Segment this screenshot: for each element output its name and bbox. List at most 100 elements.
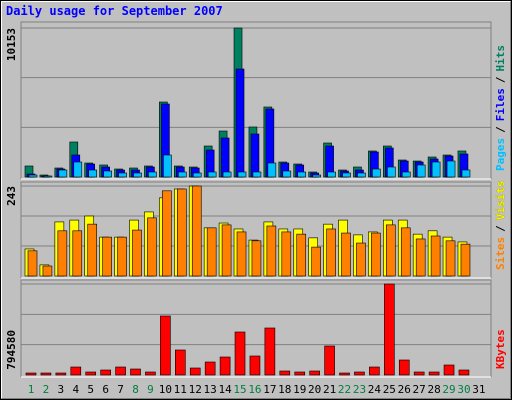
x-tick-label: 28 bbox=[427, 383, 440, 396]
chart-title: Daily usage for September 2007 bbox=[6, 4, 223, 18]
bar bbox=[25, 372, 37, 376]
bar bbox=[72, 230, 83, 277]
bar bbox=[103, 170, 112, 178]
bar bbox=[145, 371, 156, 376]
bar bbox=[342, 172, 351, 178]
bar bbox=[85, 371, 97, 376]
x-tick-label: 30 bbox=[457, 383, 470, 396]
legend-entry: Visits bbox=[494, 181, 507, 221]
legend-separator: / bbox=[494, 225, 507, 232]
bar bbox=[87, 223, 98, 277]
bar bbox=[234, 331, 246, 376]
bar bbox=[133, 172, 142, 178]
bar bbox=[28, 174, 38, 178]
bar bbox=[57, 230, 68, 277]
x-tick-label: 7 bbox=[117, 383, 124, 396]
bar bbox=[281, 231, 292, 277]
bar bbox=[251, 240, 262, 277]
x-tick-label: 1 bbox=[28, 383, 35, 396]
bar bbox=[400, 227, 411, 277]
bar bbox=[42, 265, 53, 277]
x-tick-label: 31 bbox=[472, 383, 485, 396]
bar bbox=[371, 232, 381, 277]
x-tick-label: 16 bbox=[248, 383, 261, 396]
bar bbox=[148, 171, 157, 178]
x-tick-label: 11 bbox=[174, 383, 187, 396]
legend-entry: Hits bbox=[494, 45, 507, 72]
bar bbox=[294, 371, 306, 376]
bar bbox=[326, 228, 336, 277]
x-tick-label: 23 bbox=[353, 383, 366, 396]
bar bbox=[73, 161, 83, 178]
bar bbox=[177, 188, 187, 277]
bar bbox=[88, 169, 98, 178]
bar bbox=[55, 372, 67, 376]
legend-entry: Sites bbox=[494, 237, 507, 270]
bar bbox=[162, 190, 172, 277]
bar bbox=[132, 229, 142, 277]
bar bbox=[369, 366, 380, 376]
bar bbox=[70, 366, 82, 376]
legend-separator: / bbox=[494, 76, 507, 83]
y-tick-label: 10153 bbox=[5, 28, 18, 61]
bar bbox=[431, 161, 441, 178]
bar bbox=[445, 240, 456, 277]
bar bbox=[235, 68, 245, 178]
x-tick-label: 10 bbox=[159, 383, 172, 396]
x-tick-label: 6 bbox=[102, 383, 109, 396]
bar bbox=[237, 171, 247, 178]
legend-entry: Pages bbox=[494, 138, 507, 171]
bar bbox=[398, 359, 410, 376]
legend: KBytes bbox=[494, 329, 507, 369]
bar bbox=[189, 367, 201, 376]
bar bbox=[415, 238, 426, 277]
bar bbox=[297, 171, 307, 178]
bar bbox=[357, 172, 366, 178]
x-tick-label: 25 bbox=[383, 383, 396, 396]
bar bbox=[309, 370, 320, 376]
bar bbox=[115, 366, 126, 376]
bar bbox=[282, 170, 292, 178]
bar bbox=[178, 171, 187, 178]
bar bbox=[147, 217, 157, 277]
bar bbox=[207, 171, 217, 178]
x-tick-label: 29 bbox=[442, 383, 455, 396]
bar bbox=[416, 164, 426, 178]
bar bbox=[356, 242, 366, 277]
bar bbox=[40, 372, 52, 376]
x-tick-label: 8 bbox=[132, 383, 139, 396]
x-tick-label: 19 bbox=[293, 383, 306, 396]
x-tick-label: 17 bbox=[263, 383, 276, 396]
y-tick-label: 243 bbox=[5, 186, 18, 206]
legend-separator: / bbox=[494, 126, 507, 133]
x-tick-label: 13 bbox=[204, 383, 217, 396]
x-tick-label: 3 bbox=[58, 383, 65, 396]
bar bbox=[100, 369, 111, 376]
legend: Pages / Files / Hits bbox=[494, 45, 507, 171]
x-tick-label: 26 bbox=[398, 383, 411, 396]
bar bbox=[43, 175, 53, 178]
bar bbox=[401, 171, 411, 178]
x-tick-label: 9 bbox=[147, 383, 154, 396]
bar bbox=[461, 169, 471, 178]
bar bbox=[221, 224, 232, 277]
bar bbox=[324, 345, 335, 376]
bar bbox=[341, 232, 351, 277]
bar bbox=[236, 231, 247, 277]
bar bbox=[222, 171, 232, 178]
x-tick-label: 20 bbox=[308, 383, 321, 396]
bar bbox=[372, 168, 381, 178]
x-tick-label: 27 bbox=[413, 383, 426, 396]
x-tick-label: 14 bbox=[218, 383, 232, 396]
bar bbox=[354, 371, 365, 376]
x-tick-label: 5 bbox=[87, 383, 94, 396]
bar bbox=[264, 327, 276, 376]
x-tick-label: 2 bbox=[43, 383, 50, 396]
x-tick-label: 12 bbox=[189, 383, 202, 396]
bar bbox=[192, 172, 202, 178]
bar bbox=[312, 174, 321, 178]
bar bbox=[249, 355, 261, 376]
bar bbox=[384, 283, 395, 376]
bar bbox=[339, 372, 350, 376]
